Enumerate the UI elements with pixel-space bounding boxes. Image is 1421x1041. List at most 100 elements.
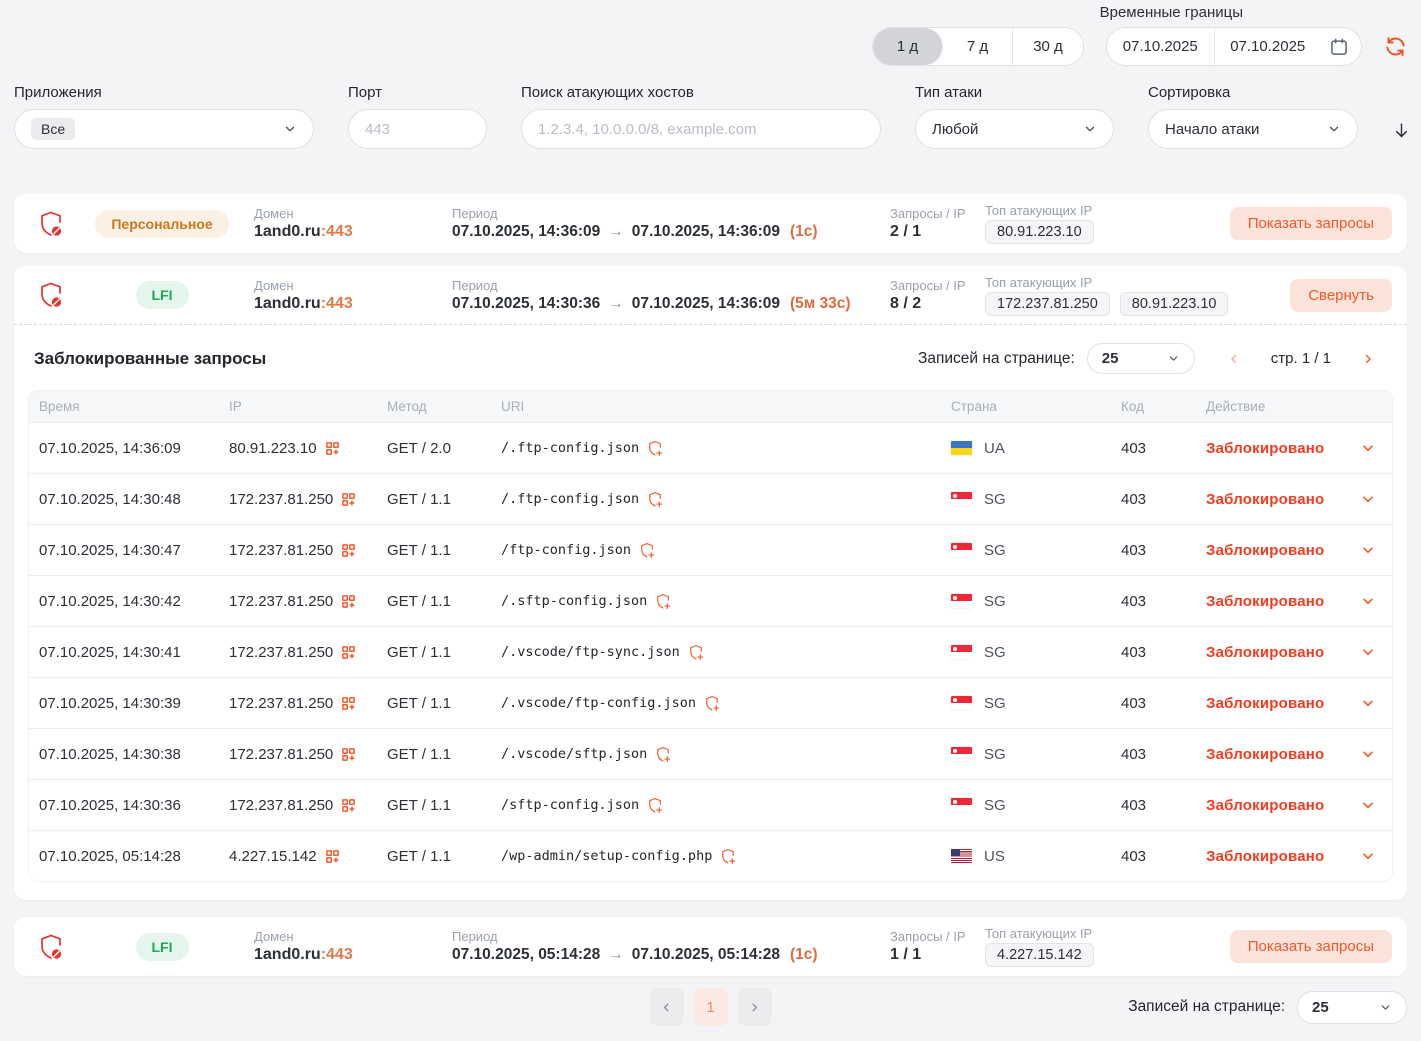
top-ip-chip: 4.227.15.142: [985, 943, 1094, 967]
shield-add-icon[interactable]: [647, 440, 663, 457]
row-action-toggle[interactable]: Заблокировано: [1196, 644, 1392, 661]
table-row: 07.10.2025, 14:30:38 172.237.81.250 GET …: [29, 728, 1392, 779]
sort-direction-icon[interactable]: [1392, 121, 1411, 140]
row-ip: 172.237.81.250: [229, 541, 334, 559]
row-action-label: Заблокировано: [1206, 694, 1325, 712]
sort-select[interactable]: Начало атаки: [1148, 109, 1358, 149]
row-ip: 172.237.81.250: [229, 694, 334, 712]
row-ip: 80.91.223.10: [229, 439, 317, 457]
ip-details-icon[interactable]: [341, 645, 356, 660]
prev-page-icon[interactable]: [1223, 348, 1245, 370]
attack-type-select[interactable]: Любой: [915, 109, 1114, 149]
shield-add-icon[interactable]: [655, 593, 671, 610]
port-input[interactable]: [365, 120, 470, 138]
chevron-down-icon: [1360, 797, 1376, 813]
period-label: Период: [452, 929, 498, 944]
refresh-icon[interactable]: [1384, 35, 1407, 58]
row-action-toggle[interactable]: Заблокировано: [1196, 593, 1392, 610]
shield-add-icon[interactable]: [647, 797, 663, 814]
chevron-down-icon: [1360, 491, 1376, 507]
page-number-button[interactable]: 1: [693, 988, 728, 1026]
ip-details-icon[interactable]: [341, 492, 356, 507]
per-page-select[interactable]: 25: [1297, 990, 1407, 1024]
next-page-icon[interactable]: [1357, 348, 1379, 370]
row-action-toggle[interactable]: Заблокировано: [1196, 440, 1392, 457]
per-page-select[interactable]: 25: [1086, 343, 1195, 374]
range-1d-button[interactable]: 1 д: [873, 28, 943, 65]
row-code: 403: [1121, 439, 1147, 457]
top-ips-label: Топ атакующих IP: [985, 926, 1093, 941]
show-requests-button[interactable]: Показать запросы: [1229, 207, 1392, 240]
row-method: GET / 1.1: [387, 643, 451, 661]
row-code: 403: [1121, 694, 1147, 712]
ip-details-icon[interactable]: [341, 798, 356, 813]
domain-port: :443: [320, 294, 353, 312]
prev-page-button[interactable]: [649, 988, 684, 1026]
shield-add-icon[interactable]: [639, 542, 655, 559]
row-country: SG: [984, 745, 1006, 763]
row-action-toggle[interactable]: Заблокировано: [1196, 848, 1392, 865]
row-action-label: Заблокировано: [1206, 592, 1325, 610]
shield-add-icon[interactable]: [655, 746, 671, 763]
shield-add-icon[interactable]: [720, 848, 736, 865]
row-method: GET / 1.1: [387, 490, 451, 508]
attack-type-badge: Персональное: [95, 209, 229, 238]
row-code: 403: [1121, 643, 1147, 661]
date-from-input[interactable]: 07.10.2025: [1122, 38, 1198, 55]
requests-ip-label: Запросы / IP: [890, 206, 966, 221]
row-action-toggle[interactable]: Заблокировано: [1196, 746, 1392, 763]
chevron-down-icon: [1360, 593, 1376, 609]
next-page-button[interactable]: [737, 988, 772, 1026]
search-hosts-input[interactable]: [538, 120, 864, 138]
table-row: 07.10.2025, 14:36:09 80.91.223.10 GET / …: [29, 422, 1392, 473]
ip-details-icon[interactable]: [325, 441, 340, 456]
period-duration: (5м 33с): [789, 294, 851, 312]
col-ip: IP: [229, 399, 242, 414]
shield-add-icon[interactable]: [647, 491, 663, 508]
calendar-icon[interactable]: [1321, 37, 1361, 57]
country-flag: [951, 492, 972, 506]
attack-type-value: Любой: [932, 120, 979, 138]
row-uri: /ftp-config.json: [501, 542, 632, 558]
chevron-down-icon: [1329, 126, 1339, 132]
ip-details-icon[interactable]: [325, 849, 340, 864]
chevron-down-icon: [1381, 1004, 1390, 1010]
row-action-toggle[interactable]: Заблокировано: [1196, 491, 1392, 508]
ip-details-icon[interactable]: [341, 696, 356, 711]
ip-details-icon[interactable]: [341, 747, 356, 762]
requests-ip-label: Запросы / IP: [890, 929, 966, 944]
collapse-button[interactable]: Свернуть: [1290, 278, 1392, 312]
range-30d-button[interactable]: 30 д: [1013, 28, 1083, 65]
col-country: Страна: [951, 399, 997, 414]
top-toolbar: Временные границы 1 д 7 д 30 д 07.10.202…: [0, 0, 1421, 76]
country-flag: [951, 798, 972, 812]
row-time: 07.10.2025, 14:30:41: [39, 643, 181, 661]
shield-add-icon[interactable]: [688, 644, 704, 661]
range-7d-button[interactable]: 7 д: [943, 28, 1013, 65]
row-action-toggle[interactable]: Заблокировано: [1196, 542, 1392, 559]
date-to-input[interactable]: 07.10.2025: [1230, 38, 1306, 55]
top-ip-chip: 172.237.81.250: [985, 291, 1110, 316]
requests-ip-value: 1 / 1: [890, 946, 922, 963]
apps-selected-chip[interactable]: Все: [31, 118, 76, 140]
row-uri: /wp-admin/setup-config.php: [501, 848, 713, 864]
shield-add-icon[interactable]: [704, 695, 720, 712]
row-uri: /sftp-config.json: [501, 797, 640, 813]
row-action-toggle[interactable]: Заблокировано: [1196, 695, 1392, 712]
top-ip-chip: 80.91.223.10: [1119, 291, 1229, 316]
ip-details-icon[interactable]: [341, 594, 356, 609]
blocked-requests-section: Заблокированные запросы Записей на стран…: [14, 325, 1407, 900]
chevron-down-icon: [1169, 356, 1178, 361]
domain-label: Домен: [254, 929, 294, 944]
row-action-toggle[interactable]: Заблокировано: [1196, 797, 1392, 814]
apps-label: Приложения: [14, 84, 102, 101]
ip-details-icon[interactable]: [341, 543, 356, 558]
row-time: 07.10.2025, 14:30:42: [39, 592, 181, 610]
apps-select[interactable]: Все: [14, 109, 314, 149]
row-code: 403: [1121, 490, 1147, 508]
blocked-requests-table: Время IP Метод URI Страна Код Действие 0…: [28, 390, 1393, 882]
period-start: 07.10.2025, 05:14:28: [452, 946, 601, 963]
table-row: 07.10.2025, 14:30:47 172.237.81.250 GET …: [29, 524, 1392, 575]
port-label: Порт: [348, 84, 383, 101]
show-requests-button[interactable]: Показать запросы: [1229, 930, 1392, 963]
